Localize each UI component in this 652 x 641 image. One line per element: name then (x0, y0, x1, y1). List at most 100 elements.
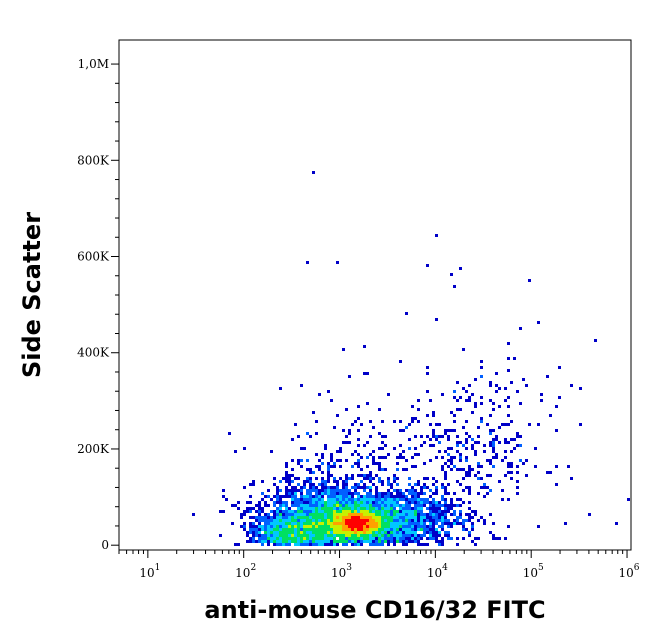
scatter-point (339, 513, 342, 516)
scatter-point (267, 531, 270, 534)
scatter-point (327, 486, 330, 489)
scatter-point (447, 519, 450, 522)
scatter-point (453, 465, 456, 468)
scatter-point (321, 483, 324, 486)
scatter-point (306, 477, 309, 480)
scatter-point (468, 492, 471, 495)
scatter-point (423, 483, 426, 486)
scatter-point (615, 522, 618, 525)
scatter-point (414, 513, 417, 516)
scatter-point (357, 405, 360, 408)
scatter-point (393, 489, 396, 492)
scatter-point (435, 531, 438, 534)
scatter-point (486, 423, 489, 426)
scatter-point (360, 504, 363, 507)
scatter-point (429, 528, 432, 531)
scatter-point (381, 420, 384, 423)
scatter-point (441, 543, 444, 546)
scatter-point (315, 477, 318, 480)
scatter-point (294, 528, 297, 531)
scatter-point (402, 516, 405, 519)
scatter-point (456, 450, 459, 453)
scatter-point (393, 498, 396, 501)
scatter-point (255, 519, 258, 522)
scatter-point (390, 537, 393, 540)
scatter-point (363, 489, 366, 492)
scatter-point (435, 516, 438, 519)
scatter-point (267, 504, 270, 507)
scatter-point (276, 537, 279, 540)
scatter-point (330, 498, 333, 501)
scatter-point (474, 378, 477, 381)
scatter-point (345, 510, 348, 513)
scatter-point (321, 477, 324, 480)
scatter-point (555, 465, 558, 468)
scatter-point (468, 531, 471, 534)
scatter-point (405, 510, 408, 513)
scatter-point (384, 495, 387, 498)
scatter-point (438, 504, 441, 507)
scatter-point (459, 504, 462, 507)
scatter-point (504, 423, 507, 426)
scatter-point (465, 432, 468, 435)
scatter-point (498, 405, 501, 408)
scatter-point (495, 384, 498, 387)
scatter-point (321, 510, 324, 513)
scatter-point (321, 501, 324, 504)
scatter-point (456, 480, 459, 483)
scatter-point (303, 519, 306, 522)
scatter-point (342, 516, 345, 519)
scatter-point (339, 465, 342, 468)
scatter-point (324, 447, 327, 450)
scatter-point (369, 492, 372, 495)
scatter-point (276, 528, 279, 531)
scatter-point (393, 507, 396, 510)
scatter-point (366, 492, 369, 495)
scatter-point (444, 501, 447, 504)
scatter-point (333, 528, 336, 531)
scatter-point (474, 474, 477, 477)
scatter-point (378, 516, 381, 519)
scatter-point (342, 507, 345, 510)
scatter-point (507, 441, 510, 444)
scatter-point (270, 450, 273, 453)
scatter-point (378, 408, 381, 411)
scatter-point (330, 474, 333, 477)
scatter-point (396, 516, 399, 519)
scatter-point (252, 534, 255, 537)
scatter-point (480, 417, 483, 420)
scatter-point (369, 474, 372, 477)
scatter-point (228, 432, 231, 435)
scatter-point (303, 501, 306, 504)
scatter-point (468, 534, 471, 537)
scatter-point (378, 513, 381, 516)
scatter-point (525, 384, 528, 387)
scatter-point (465, 486, 468, 489)
scatter-point (486, 492, 489, 495)
scatter-point (492, 534, 495, 537)
scatter-point (297, 507, 300, 510)
scatter-point (375, 534, 378, 537)
scatter-point (468, 516, 471, 519)
scatter-point (315, 510, 318, 513)
scatter-point (294, 492, 297, 495)
scatter-point (285, 531, 288, 534)
scatter-point (474, 453, 477, 456)
scatter-point (471, 525, 474, 528)
scatter-point (297, 516, 300, 519)
scatter-point (345, 537, 348, 540)
scatter-point (324, 513, 327, 516)
scatter-point (288, 534, 291, 537)
scatter-point (243, 522, 246, 525)
scatter-point (276, 534, 279, 537)
scatter-point (480, 516, 483, 519)
scatter-point (594, 339, 597, 342)
scatter-point (282, 537, 285, 540)
scatter-point (384, 540, 387, 543)
scatter-point (351, 423, 354, 426)
scatter-point (282, 534, 285, 537)
scatter-point (222, 510, 225, 513)
scatter-point (333, 525, 336, 528)
scatter-point (399, 429, 402, 432)
scatter-point (375, 492, 378, 495)
